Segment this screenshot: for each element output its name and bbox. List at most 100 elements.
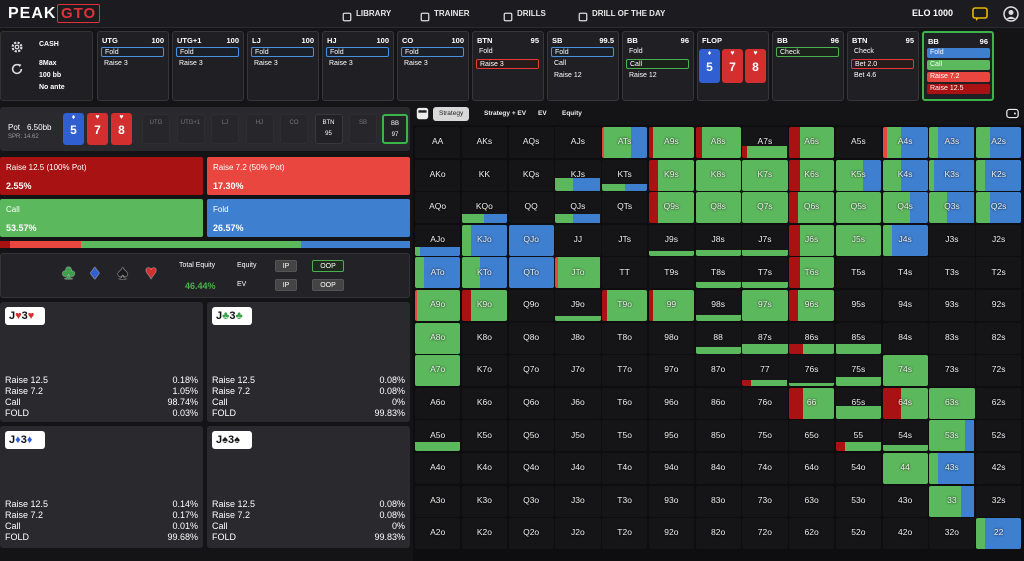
hand-cell[interactable]: Q6o: [508, 387, 554, 419]
hand-cell[interactable]: 94s: [882, 290, 928, 322]
hand-cell[interactable]: ATs: [602, 127, 648, 159]
position-action[interactable]: Raise 3: [254, 60, 278, 67]
hand-cell[interactable]: Q3o: [508, 485, 554, 517]
hand-cell[interactable]: T2s: [976, 257, 1022, 289]
hand-cell[interactable]: ATo: [415, 257, 461, 289]
position-action[interactable]: Fold: [927, 48, 990, 58]
hand-cell[interactable]: A7s: [742, 127, 788, 159]
hand-cell[interactable]: 74o: [742, 453, 788, 485]
hand-cell[interactable]: 88: [695, 322, 741, 354]
hand-cell[interactable]: 96s: [789, 290, 835, 322]
position-action[interactable]: Fold: [551, 47, 614, 57]
hand-cell[interactable]: Q7s: [742, 192, 788, 224]
position-card[interactable]: CO 100 Fold Raise 3: [397, 31, 469, 101]
nav-link[interactable]: DRILL OF THE DAY: [592, 9, 666, 18]
hand-cell[interactable]: J5s: [835, 224, 881, 256]
hand-cell[interactable]: A2o: [415, 518, 461, 550]
hand-cell[interactable]: K7o: [461, 355, 507, 387]
hand-cell[interactable]: 82o: [695, 518, 741, 550]
hand-cell[interactable]: 85o: [695, 420, 741, 452]
action-box[interactable]: Fold 26.57%: [207, 199, 410, 237]
hand-cell[interactable]: T9o: [602, 290, 648, 322]
hand-cell[interactable]: 76o: [742, 387, 788, 419]
hand-cell[interactable]: Q9o: [508, 290, 554, 322]
hand-cell[interactable]: AQo: [415, 192, 461, 224]
hand-cell[interactable]: J7o: [555, 355, 601, 387]
position-card[interactable]: BTN 95 Fold Raise 3: [472, 31, 544, 101]
hand-cell[interactable]: 73o: [742, 485, 788, 517]
position-action[interactable]: Raise 3: [329, 60, 353, 67]
hand-cell[interactable]: KQo: [461, 192, 507, 224]
hand-cell[interactable]: Q9s: [648, 192, 694, 224]
hand-cell[interactable]: 99: [648, 290, 694, 322]
hand-cell[interactable]: 65s: [835, 387, 881, 419]
seat[interactable]: CO: [280, 114, 308, 144]
hand-cell[interactable]: T4o: [602, 453, 648, 485]
hand-cell[interactable]: T6s: [789, 257, 835, 289]
suit-filter[interactable]: ♣: [62, 262, 76, 284]
seat[interactable]: HJ: [245, 114, 274, 144]
hand-cell[interactable]: 84s: [882, 322, 928, 354]
position-action[interactable]: Check: [776, 47, 839, 57]
hand-cell[interactable]: AA: [415, 127, 461, 159]
position-action[interactable]: Raise 3: [476, 59, 539, 69]
hand-cell[interactable]: Q6s: [789, 192, 835, 224]
position-card[interactable]: HJ 100 Fold Raise 3: [322, 31, 394, 101]
position-card[interactable]: BTN 95 Check Bet 2.0 Bet 4.6: [847, 31, 919, 101]
hand-cell[interactable]: KJs: [555, 159, 601, 191]
hand-cell[interactable]: J3o: [555, 485, 601, 517]
hand-cell[interactable]: 97o: [648, 355, 694, 387]
position-card[interactable]: BB 96 Check: [772, 31, 844, 101]
hand-cell[interactable]: 63s: [929, 387, 975, 419]
hand-cell[interactable]: A8o: [415, 322, 461, 354]
position-action[interactable]: Check: [854, 48, 874, 55]
hand-cell[interactable]: 87o: [695, 355, 741, 387]
hand-cell[interactable]: AJs: [555, 127, 601, 159]
hand-cell[interactable]: J8s: [695, 224, 741, 256]
hand-cell[interactable]: Q5s: [835, 192, 881, 224]
hand-cell[interactable]: 22: [976, 518, 1022, 550]
seat[interactable]: LJ: [211, 114, 239, 144]
hand-cell[interactable]: Q7o: [508, 355, 554, 387]
hand-cell[interactable]: AJo: [415, 224, 461, 256]
hand-cell[interactable]: T5s: [835, 257, 881, 289]
equity-option[interactable]: IP: [275, 279, 297, 291]
hand-cell[interactable]: 94o: [648, 453, 694, 485]
hand-cell[interactable]: 98s: [695, 290, 741, 322]
position-action[interactable]: Fold: [401, 47, 464, 57]
hand-cell[interactable]: A5o: [415, 420, 461, 452]
hand-cell[interactable]: J6s: [789, 224, 835, 256]
position-action[interactable]: Fold: [326, 47, 389, 57]
hand-cell[interactable]: A4s: [882, 127, 928, 159]
position-action[interactable]: Fold: [176, 47, 239, 57]
hand-cell[interactable]: 76s: [789, 355, 835, 387]
position-action[interactable]: Bet 2.0: [851, 59, 914, 69]
hand-cell[interactable]: 72o: [742, 518, 788, 550]
hand-cell[interactable]: Q5o: [508, 420, 554, 452]
hand-cell[interactable]: JTs: [602, 224, 648, 256]
hand-cell[interactable]: 75s: [835, 355, 881, 387]
position-action[interactable]: Raise 12: [554, 72, 582, 79]
hand-cell[interactable]: K8o: [461, 322, 507, 354]
position-card[interactable]: BB 96 Fold Call Raise 12: [622, 31, 694, 101]
hand-cell[interactable]: K5s: [835, 159, 881, 191]
hand-cell[interactable]: 74s: [882, 355, 928, 387]
hand-cell[interactable]: QQ: [508, 192, 554, 224]
hand-cell[interactable]: A3s: [929, 127, 975, 159]
hand-cell[interactable]: T5o: [602, 420, 648, 452]
hand-cell[interactable]: 63o: [789, 485, 835, 517]
hand-cell[interactable]: 92o: [648, 518, 694, 550]
hand-cell[interactable]: T3s: [929, 257, 975, 289]
hand-cell[interactable]: 32s: [976, 485, 1022, 517]
hand-cell[interactable]: 75o: [742, 420, 788, 452]
hand-cell[interactable]: A9s: [648, 127, 694, 159]
hand-cell[interactable]: 54s: [882, 420, 928, 452]
position-card[interactable]: FLOP ♦ 5 ♥ 7 ♥ 8: [697, 31, 769, 101]
position-action[interactable]: Fold: [479, 48, 493, 55]
hand-cell[interactable]: 95o: [648, 420, 694, 452]
hand-cell[interactable]: QTo: [508, 257, 554, 289]
hand-cell[interactable]: J4o: [555, 453, 601, 485]
hand-cell[interactable]: 53s: [929, 420, 975, 452]
hand-cell[interactable]: 73s: [929, 355, 975, 387]
hand-cell[interactable]: K4s: [882, 159, 928, 191]
